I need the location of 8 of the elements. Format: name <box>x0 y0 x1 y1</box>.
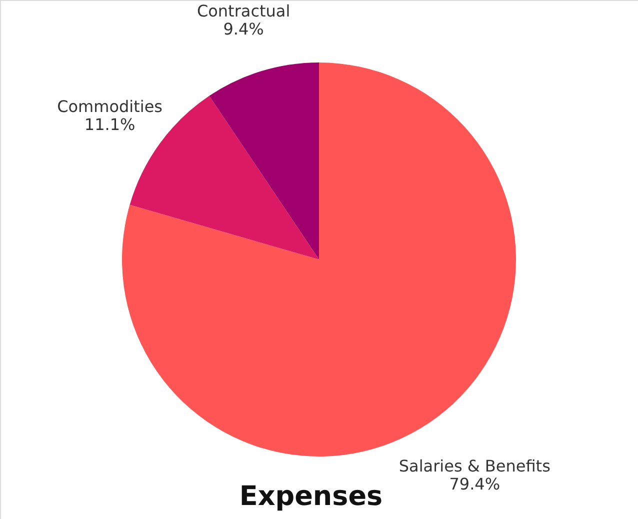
slice-label: Contractual <box>196 2 290 21</box>
slice-label: Salaries & Benefits <box>398 456 550 476</box>
text: Expenses <box>239 481 383 512</box>
slice-label: Commodities <box>57 96 163 116</box>
pie-slice <box>209 62 319 260</box>
data-label: 9.4% <box>223 20 264 39</box>
data-label: 11.1% <box>84 114 136 134</box>
data-label: 79.4% <box>449 474 500 494</box>
